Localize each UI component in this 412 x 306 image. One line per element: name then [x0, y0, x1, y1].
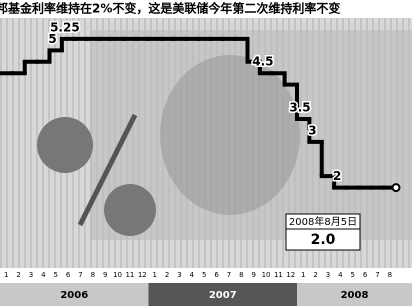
x-tick-label: 1 [301, 271, 305, 279]
x-tick-label: 2 [313, 271, 317, 279]
x-tick-label: 12 [138, 271, 147, 279]
x-tick-label: 9 [103, 271, 107, 279]
year-label: 2007 [209, 290, 237, 301]
year-label: 2008 [341, 290, 369, 301]
chart: 邦基金利率维持在2%不变，这是美联储今年第二次维持利率不变 5 5.25 4.5 3.… [0, 0, 412, 306]
chart-title: 邦基金利率维持在2%不变，这是美联储今年第二次维持利率不变 [0, 1, 340, 16]
x-tick-label: 2 [165, 271, 169, 279]
flag-ball [104, 184, 156, 236]
x-tick-label: 3 [177, 271, 181, 279]
x-tick-label: 5 [53, 271, 57, 279]
x-tick-label: 3 [29, 271, 33, 279]
annotation-value: 2.0 [311, 232, 336, 248]
x-tick-label: 10 [262, 271, 271, 279]
x-tick-label: 3 [326, 271, 330, 279]
x-tick-label: 7 [375, 271, 379, 279]
x-tick-label: 12 [286, 271, 295, 279]
annotation: 2008年8月5日 2.0 [286, 214, 360, 250]
flag-ball [37, 117, 93, 173]
x-tick-label: 10 [113, 271, 122, 279]
data-label: 3.5 [289, 100, 310, 114]
x-tick-label: 5 [202, 271, 206, 279]
portrait [160, 55, 300, 215]
end-marker [393, 184, 400, 191]
x-tick-label: 5 [350, 271, 354, 279]
x-tick-label: 8 [388, 271, 392, 279]
x-tick-label: 1 [4, 271, 8, 279]
page: {"chart_data": {"type": "line", "title":… [0, 0, 412, 306]
x-tick-label: 2 [16, 271, 20, 279]
annotation-date: 2008年8月5日 [289, 215, 357, 228]
x-tick-label: 8 [91, 271, 95, 279]
x-tick-label: 8 [239, 271, 243, 279]
x-tick-label: 7 [78, 271, 82, 279]
x-tick-label: 6 [214, 271, 219, 279]
x-tick-label: 4 [41, 271, 46, 279]
x-tick-label: 1 [152, 271, 156, 279]
x-tick-label: 4 [338, 271, 343, 279]
x-tick-label: 4 [190, 271, 195, 279]
x-tick-label: 11 [274, 271, 283, 279]
x-tick-label: 11 [125, 271, 134, 279]
data-label: 2 [333, 169, 341, 183]
x-tick-label: 6 [66, 271, 71, 279]
data-label: 5.25 [50, 20, 80, 34]
x-tick-label: 9 [251, 271, 255, 279]
x-tick-label: 7 [227, 271, 231, 279]
data-label: 4.5 [252, 55, 273, 69]
year-label: 2006 [60, 290, 88, 301]
x-tick-label: 6 [363, 271, 368, 279]
data-label: 3 [308, 123, 316, 137]
